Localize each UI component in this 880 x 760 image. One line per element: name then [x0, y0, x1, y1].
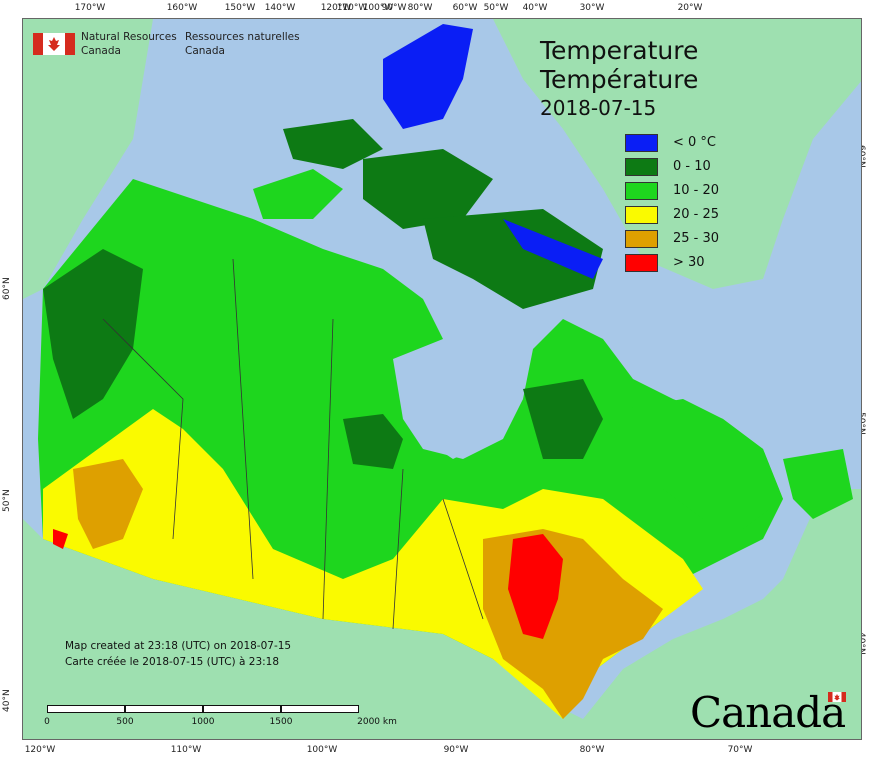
graticule-bottom-label: 100°W [306, 745, 338, 755]
legend-label: 0 - 10 [673, 159, 711, 174]
scale-label: 1000 [191, 717, 215, 727]
graticule-bottom-label: 110°W [170, 745, 202, 755]
ellesmere-island [383, 24, 473, 129]
hudson-bay [393, 339, 523, 459]
graticule-bottom-label: 90°W [443, 745, 469, 755]
baffin-blue-edge [503, 219, 603, 279]
graticule-bottom-label: 70°W [727, 745, 753, 755]
map-credit-fr: Carte créée le 2018-07-15 (UTC) à 23:18 [65, 656, 280, 668]
usa-land [23, 489, 861, 739]
graticule-top-label: 150°W [224, 3, 256, 13]
graticule-left-label: 40°N [2, 689, 12, 712]
graticule-top-label: 80°W [407, 3, 433, 13]
arctic-island [363, 149, 493, 229]
hudson-west-dark [343, 414, 403, 469]
scale-label: 2000 km [357, 717, 397, 727]
bc-red [53, 529, 68, 549]
east-green [623, 399, 783, 529]
legend-swatch [625, 158, 658, 176]
map-date: 2018-07-15 [540, 96, 657, 120]
legend-label: < 0 °C [673, 135, 717, 150]
temperature-map[interactable] [22, 18, 862, 740]
canada-wordmark: Canada [690, 688, 846, 737]
provincial-borders [102, 258, 484, 630]
bc-orange [73, 459, 143, 549]
scale-segment [203, 705, 281, 713]
scale-segment [281, 705, 359, 713]
graticule-top-label: 160°W [166, 3, 198, 13]
graticule-top-label: 120°W [320, 3, 352, 13]
graticule-top-label: 40°W [522, 3, 548, 13]
graticule-left-label: 50°N [2, 489, 12, 512]
ontario-red [508, 534, 563, 639]
graticule-bottom-label: 120°W [24, 745, 56, 755]
legend-label: > 30 [673, 255, 705, 270]
wordmark-flag-icon [828, 692, 846, 702]
arctic-island [283, 119, 383, 169]
graticule-top-label: 170°W [74, 3, 106, 13]
north-bc-dark [43, 249, 143, 419]
agency-name-en-line2: Canada [81, 45, 121, 57]
scale-label: 1500 [269, 717, 293, 727]
graticule-top-label: 60°W [452, 3, 478, 13]
agency-name-fr: Ressources naturelles Canada [185, 30, 300, 58]
legend-swatch [625, 230, 658, 248]
legend-swatch [625, 182, 658, 200]
arctic-island [423, 209, 603, 309]
canada-flag-icon [33, 33, 75, 55]
legend-label: 20 - 25 [673, 207, 720, 222]
graticule-top-label: 30°W [579, 3, 605, 13]
graticule-top-label: 20°W [677, 3, 703, 13]
arctic-island [253, 169, 343, 219]
scale-label: 500 [116, 717, 134, 727]
legend-label: 25 - 30 [673, 231, 720, 246]
alaska-land [23, 19, 153, 299]
graticule-top-label: 110°W [336, 3, 368, 13]
map-credit-en: Map created at 23:18 (UTC) on 2018-07-15 [65, 640, 292, 652]
scale-segment [125, 705, 203, 713]
graticule-left-label: 60°N [2, 277, 12, 300]
newfoundland [783, 449, 853, 519]
graticule-top-label: 50°W [483, 3, 509, 13]
legend-swatch [625, 206, 658, 224]
graticule-bottom-label: 80°W [579, 745, 605, 755]
legend-label: 10 - 20 [673, 183, 720, 198]
scale-segment [47, 705, 125, 713]
graticule-top-label: 140°W [264, 3, 296, 13]
labrador-dark [523, 379, 603, 459]
map-credit: Map created at 23:18 (UTC) on 2018-07-15… [65, 638, 291, 670]
graticule-top-label: 100°W [362, 3, 394, 13]
greenland-land [493, 19, 861, 289]
map-svg [23, 19, 861, 739]
agency-name-en: Natural Resources Canada [81, 30, 177, 58]
agency-name-fr-line1: Ressources naturelles [185, 31, 300, 43]
scale-label: 0 [44, 717, 50, 727]
map-title-en: Temperature [540, 36, 699, 65]
map-title-fr: Température [540, 65, 699, 94]
map-title: Temperature Température 2018-07-15 [540, 36, 698, 122]
legend-swatch [625, 134, 658, 152]
graticule-top-label: 90°W [381, 3, 407, 13]
legend-swatch [625, 254, 658, 272]
agency-name-fr-line2: Canada [185, 45, 225, 57]
agency-name-en-line1: Natural Resources [81, 31, 177, 43]
